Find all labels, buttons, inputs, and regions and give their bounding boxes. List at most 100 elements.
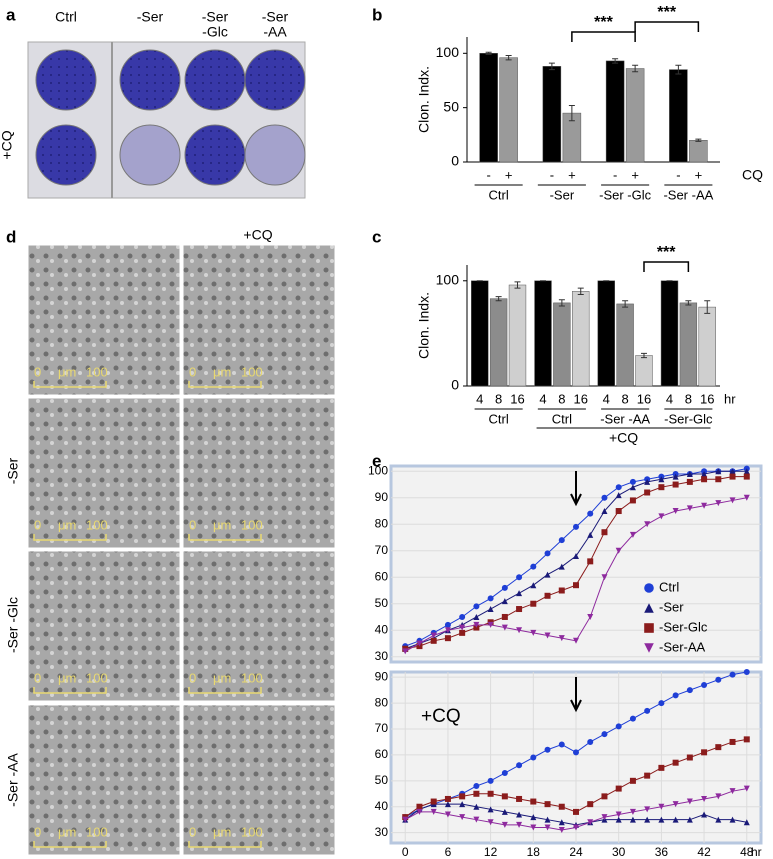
marker <box>644 603 654 613</box>
marker <box>644 583 654 593</box>
scale-label: 100 <box>241 517 263 532</box>
y-tick-label: 80 <box>375 695 389 709</box>
marker <box>516 627 523 634</box>
bar <box>534 280 552 387</box>
micrograph <box>182 550 336 702</box>
legend-title: CQ <box>742 167 763 183</box>
error-bar <box>514 281 521 289</box>
scale-label: 0 <box>34 517 41 532</box>
marker <box>558 741 565 748</box>
scale-bracket <box>188 841 262 848</box>
marker <box>629 478 636 485</box>
row-label: -Ser <box>5 457 21 484</box>
error-bar <box>622 300 629 308</box>
marker <box>444 801 451 808</box>
marker <box>587 738 594 745</box>
marker <box>686 478 693 485</box>
marker <box>715 468 722 475</box>
marker <box>530 814 537 821</box>
scale-label: 100 <box>86 364 108 379</box>
annotation: +CQ <box>421 706 461 727</box>
scale-label: 0 <box>34 670 41 685</box>
marker <box>715 500 722 507</box>
series-label: 4 <box>666 391 673 406</box>
marker <box>444 621 451 628</box>
marker <box>544 801 551 808</box>
bar <box>605 60 625 163</box>
marker <box>743 494 750 501</box>
bar <box>508 284 527 387</box>
marker <box>672 759 679 766</box>
series-label: - <box>613 167 617 182</box>
marker <box>573 553 579 560</box>
marker <box>715 676 722 683</box>
marker <box>430 632 437 639</box>
scale-label: 0 <box>34 364 41 379</box>
marker <box>473 613 480 620</box>
arrow <box>570 677 582 713</box>
error-bar <box>568 104 575 122</box>
well <box>119 49 181 111</box>
scale-label: μm <box>58 517 76 532</box>
marker <box>530 798 537 805</box>
marker <box>615 785 622 792</box>
micrograph <box>27 704 181 856</box>
marker <box>644 489 651 496</box>
bar <box>542 66 562 163</box>
marker <box>558 803 565 810</box>
column-label: -Ser <box>262 9 289 25</box>
marker <box>587 531 594 538</box>
marker <box>416 803 423 810</box>
marker <box>558 537 565 544</box>
marker <box>444 635 451 642</box>
marker <box>544 592 551 599</box>
series-label: 16 <box>637 391 651 406</box>
y-tick-label: 30 <box>375 825 389 839</box>
series-label: 4 <box>539 391 546 406</box>
scale-label: 0 <box>189 824 196 839</box>
marker <box>701 681 708 688</box>
marker <box>701 749 708 756</box>
micrograph <box>27 397 181 549</box>
marker <box>701 476 708 483</box>
marker <box>587 510 594 517</box>
marker <box>430 808 437 815</box>
marker <box>587 558 594 565</box>
marker <box>601 574 608 581</box>
scale-bracket <box>33 534 107 541</box>
bar <box>471 280 489 387</box>
well <box>244 49 306 111</box>
marker <box>501 770 508 777</box>
series-label: 8 <box>685 391 692 406</box>
series-label: 4 <box>603 391 610 406</box>
x-tick-label: 18 <box>527 845 541 859</box>
x-tick-label: -Ser <box>550 187 575 202</box>
x-tick-label: 30 <box>612 845 626 859</box>
marker <box>558 563 565 570</box>
group-label: +CQ <box>609 430 638 446</box>
marker <box>416 640 423 647</box>
marker <box>573 824 579 831</box>
marker <box>516 795 523 802</box>
bar <box>572 291 590 387</box>
marker <box>530 824 537 831</box>
y-tick-label: 50 <box>375 773 389 787</box>
marker <box>558 635 565 642</box>
marker <box>615 508 622 515</box>
error-bar <box>485 51 492 55</box>
series-label: 8 <box>622 391 629 406</box>
marker <box>516 811 523 818</box>
marker <box>743 736 750 743</box>
marker <box>729 738 736 745</box>
marker <box>672 508 679 515</box>
micrograph <box>27 550 181 702</box>
marker <box>729 816 736 823</box>
marker <box>516 574 523 581</box>
series-label: 16 <box>574 391 588 406</box>
marker <box>573 808 579 815</box>
x-tick-label: 36 <box>655 845 669 859</box>
scale-label: μm <box>58 824 76 839</box>
x-tick-label: -Ser -AA <box>600 411 650 426</box>
marker <box>629 531 636 538</box>
marker <box>544 550 551 557</box>
